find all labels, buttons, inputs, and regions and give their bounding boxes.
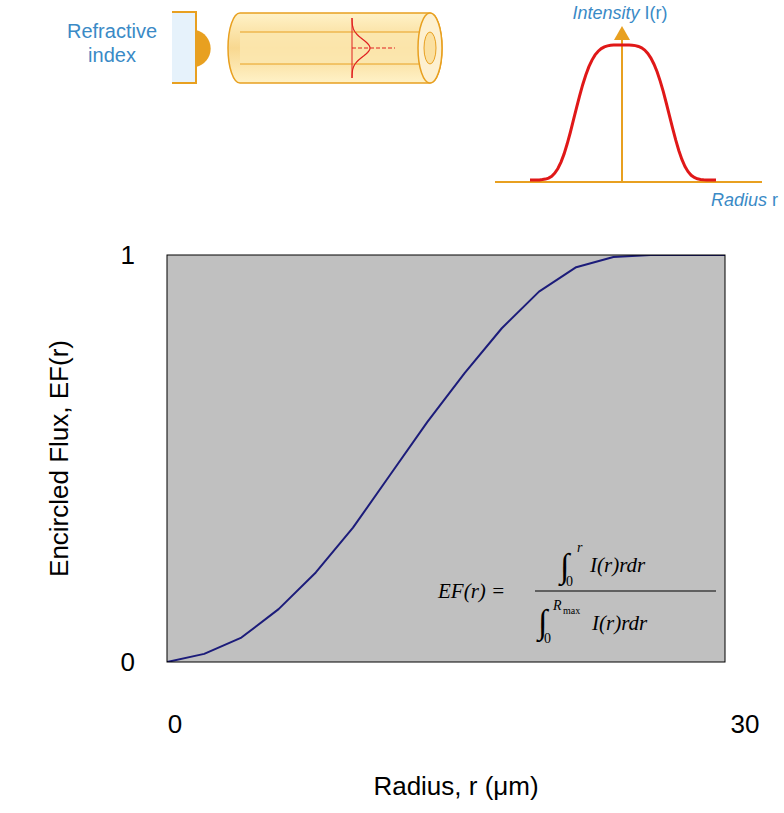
- core-edge: [240, 64, 430, 65]
- x-tick-label: 0: [168, 709, 182, 739]
- fiber-cylinder: [228, 13, 442, 83]
- fiber-diagram: Refractiveindex Intensity I(r) Radius r: [67, 3, 778, 210]
- fraction-bar: [535, 590, 716, 591]
- canvas: Refractiveindex Intensity I(r) Radius r 0 1 0…: [0, 0, 784, 813]
- intensity-inset: Intensity I(r) Radius r: [495, 3, 778, 210]
- integrand: I(r)rdr: [591, 611, 648, 635]
- x-tick-label: 30: [731, 709, 760, 739]
- inset-intensity-curve: [530, 45, 716, 180]
- plot-background: [167, 255, 725, 662]
- formula-lhs: EF(r) =: [437, 579, 505, 603]
- fiber-end-core: [424, 32, 436, 64]
- intensity-symbol: I(r): [645, 3, 668, 23]
- x-axis-title: Radius, r (μm): [373, 771, 538, 801]
- profile-cladding: [172, 12, 196, 83]
- lower-limit: 0: [544, 631, 551, 646]
- label-line: index: [88, 44, 136, 66]
- profile-outline: [172, 12, 196, 83]
- integrand: I(r)rdr: [589, 553, 646, 577]
- upper-limit: R: [552, 598, 562, 613]
- formula: EF(r) =∫r0I(r)rdr∫Rmax0I(r)rdr: [437, 540, 716, 646]
- radius-inset-label: Radius r: [711, 190, 778, 210]
- lower-limit: 0: [566, 574, 573, 589]
- radius-symbol: r: [772, 190, 778, 210]
- refractive-index-label: Refractiveindex: [67, 20, 157, 66]
- y-tick-label: 0: [121, 647, 135, 677]
- intensity-word: Intensity: [572, 3, 644, 23]
- inset-i-axis: [621, 38, 623, 182]
- encircled-flux-line: [167, 255, 725, 662]
- y-axis-title: Encircled Flux, EF(r): [44, 340, 74, 577]
- mode-centerline: [352, 48, 395, 49]
- plot-marks: [167, 255, 725, 662]
- inset-arrow: [614, 26, 630, 40]
- fiber-core: [240, 32, 430, 64]
- fiber-end: [418, 13, 442, 83]
- upper-limit-sub: max: [563, 605, 580, 616]
- label-line: Refractive: [67, 20, 157, 42]
- plot-frame: [167, 255, 725, 662]
- core-edge: [240, 32, 430, 33]
- intensity-label: Intensity I(r): [572, 3, 667, 23]
- radius-word: Radius: [711, 190, 772, 210]
- profile-core: [196, 30, 211, 67]
- y-tick-label: 1: [121, 240, 135, 270]
- upper-limit: r: [577, 540, 583, 555]
